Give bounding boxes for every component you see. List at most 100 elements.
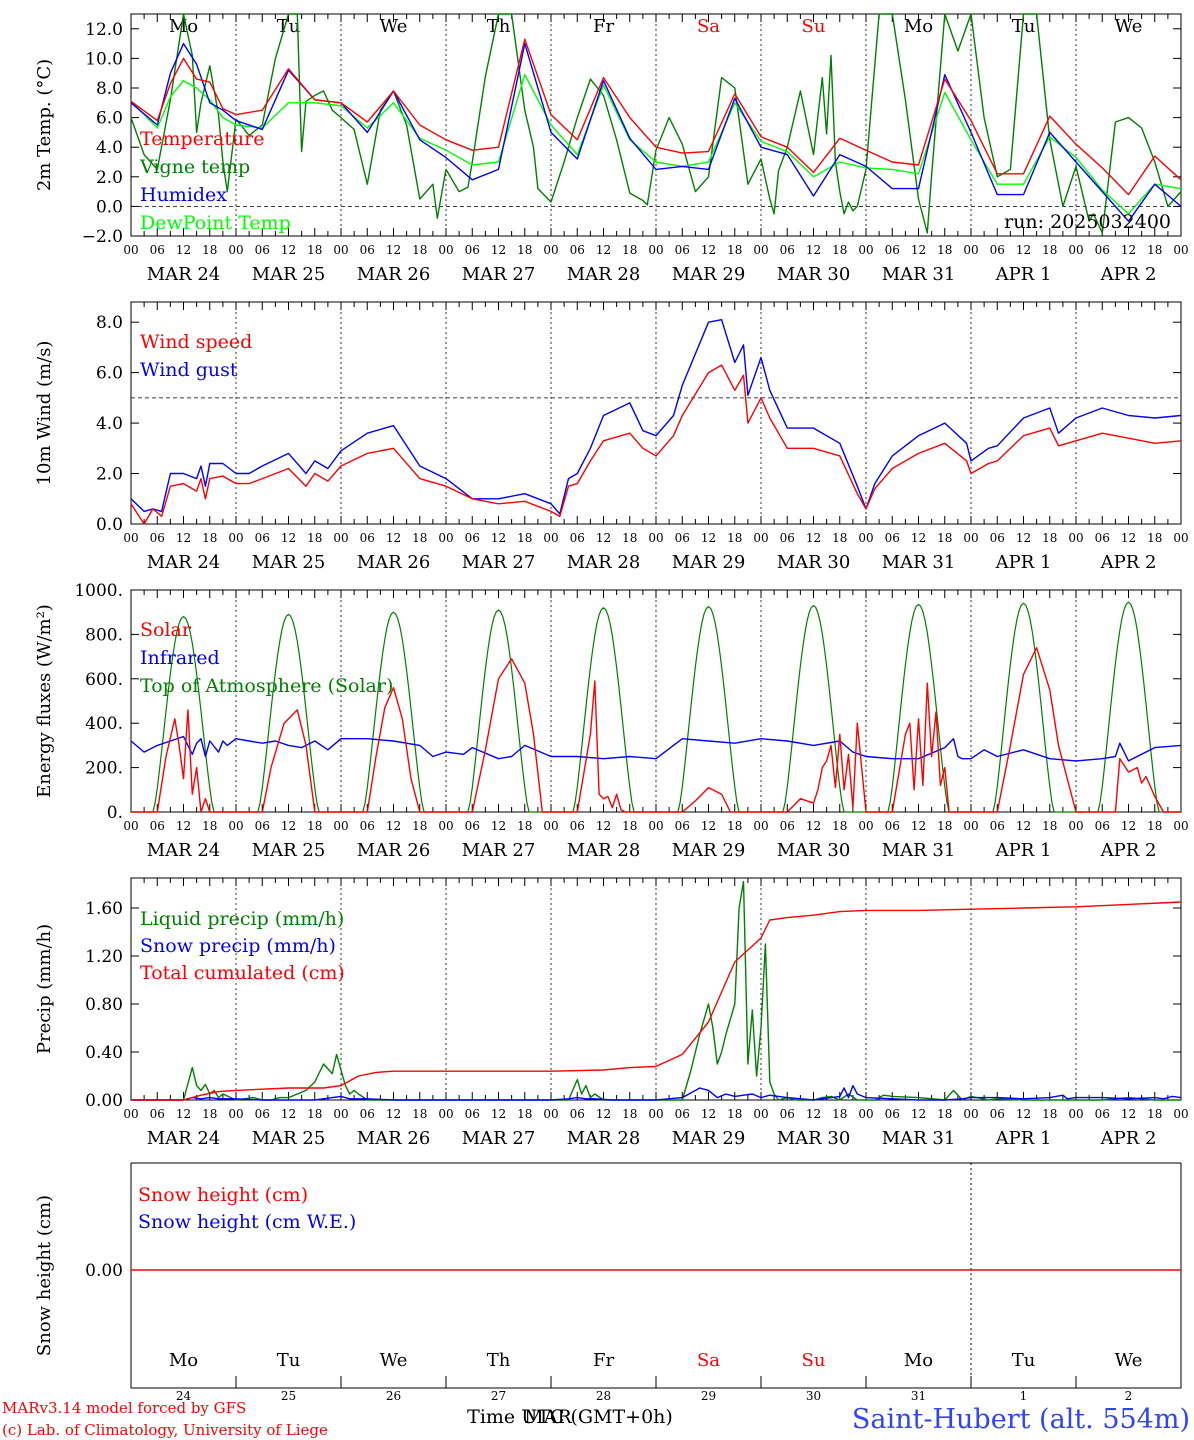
date-label: APR 2 [1100,552,1157,573]
date-label: MAR 25 [252,840,326,861]
hour-tick-label: 00 [963,819,978,833]
hour-tick-label: 18 [1042,1107,1057,1121]
hour-tick-label: 06 [360,1107,375,1121]
hour-tick-label: 12 [386,1107,401,1121]
hour-tick-label: 00 [543,1107,558,1121]
day-number-label: 29 [701,1389,716,1403]
y-tick-label: 8.0 [96,313,123,333]
y-tick-label: 4.0 [96,414,123,434]
y-tick-label: 0.0 [96,515,123,535]
date-label: MAR 24 [147,264,221,285]
hour-tick-label: 06 [360,531,375,545]
date-label: MAR 30 [777,264,851,285]
hour-tick-label: 18 [1147,243,1162,257]
hour-tick-label: 06 [360,243,375,257]
date-label: MAR 25 [252,552,326,573]
hour-tick-label: 00 [858,531,873,545]
hour-tick-label: 06 [675,531,690,545]
hour-tick-label: 00 [228,1107,243,1121]
hour-tick-label: 18 [307,1107,322,1121]
hour-tick-label: 06 [780,1107,795,1121]
hour-tick-label: 00 [858,243,873,257]
hour-tick-label: 18 [412,819,427,833]
date-label: MAR 29 [672,552,746,573]
hour-tick-label: 18 [412,243,427,257]
hour-tick-label: 18 [517,819,532,833]
hour-tick-label: 18 [202,1107,217,1121]
hour-tick-label: 00 [228,819,243,833]
day-number-label: 1 [1020,1389,1028,1403]
hour-tick-label: 00 [648,819,663,833]
y-tick-label: 1000. [74,581,123,601]
vigne-temp-line [130,13,1182,234]
time-axis-label: Time UTC (GMT+0h) [467,1406,673,1428]
lab-credit: (c) Lab. of Climatology, University of L… [2,1421,328,1439]
date-label: MAR 27 [462,264,536,285]
snow-precip-line [131,1084,1182,1101]
hour-tick-label: 18 [622,1107,637,1121]
y-tick-label: 12.0 [85,20,123,40]
y-tick-label: 4.0 [96,138,123,158]
legend-entry: Liquid precip (mm/h) [140,908,344,930]
hour-tick-label: 00 [333,819,348,833]
weekday-label: We [1115,16,1143,37]
hour-tick-label: 12 [1121,819,1136,833]
hour-tick-label: 18 [307,531,322,545]
hour-tick-label: 12 [491,531,506,545]
hour-tick-label: 18 [832,243,847,257]
date-label: MAR 26 [357,1128,431,1149]
hour-tick-label: 12 [281,243,296,257]
date-label: MAR 28 [567,1128,641,1149]
hour-tick-label: 06 [150,819,165,833]
hour-tick-label: 00 [753,243,768,257]
day-number-label: 27 [491,1389,506,1403]
date-label: MAR 24 [147,552,221,573]
date-label: MAR 31 [882,264,956,285]
hour-tick-label: 12 [1016,243,1031,257]
hour-tick-label: 18 [307,243,322,257]
legend-entry: Top of Atmosphere (Solar) [140,675,393,697]
hour-tick-label: 00 [228,531,243,545]
hour-tick-label: 06 [885,819,900,833]
y-tick-label: 6.0 [96,109,123,129]
wind-speed-line [130,364,1182,525]
hour-tick-label: 12 [1016,531,1031,545]
hour-tick-label: 06 [885,531,900,545]
date-label: MAR 30 [777,1128,851,1149]
hour-tick-label: 06 [675,243,690,257]
hour-tick-label: 00 [333,243,348,257]
hour-tick-label: 00 [1173,1107,1188,1121]
hour-tick-label: 12 [911,1107,926,1121]
date-label: MAR 24 [147,840,221,861]
date-label: MAR 29 [672,840,746,861]
hour-tick-label: 00 [123,531,138,545]
hour-tick-label: 18 [412,1107,427,1121]
hour-tick-label: 12 [281,819,296,833]
hour-tick-label: 12 [806,819,821,833]
time-axis-overlap: MAR [524,1406,572,1428]
hour-tick-label: 12 [1121,243,1136,257]
hour-tick-label: 12 [491,1107,506,1121]
legend-entry: Solar [140,619,192,641]
hour-tick-label: 06 [255,819,270,833]
hour-tick-label: 00 [438,1107,453,1121]
date-label: APR 1 [995,264,1052,285]
hour-tick-label: 12 [281,531,296,545]
y-tick-label: 0.40 [85,1043,123,1063]
panel-4 [130,1162,1182,1389]
hour-tick-label: 18 [832,819,847,833]
hour-tick-label: 12 [701,243,716,257]
hour-tick-label: 18 [1147,1107,1162,1121]
hour-tick-label: 06 [360,819,375,833]
hour-tick-label: 06 [465,1107,480,1121]
date-label: APR 1 [995,1128,1052,1149]
dewpoint-line [130,73,1182,215]
hour-tick-label: 00 [228,243,243,257]
hour-tick-label: 12 [176,531,191,545]
weekday-label: Sa [697,16,720,37]
hour-tick-label: 06 [150,531,165,545]
hour-tick-label: 18 [517,243,532,257]
hour-tick-label: 18 [727,531,742,545]
temperature-line [130,38,1182,196]
hour-tick-label: 06 [990,531,1005,545]
